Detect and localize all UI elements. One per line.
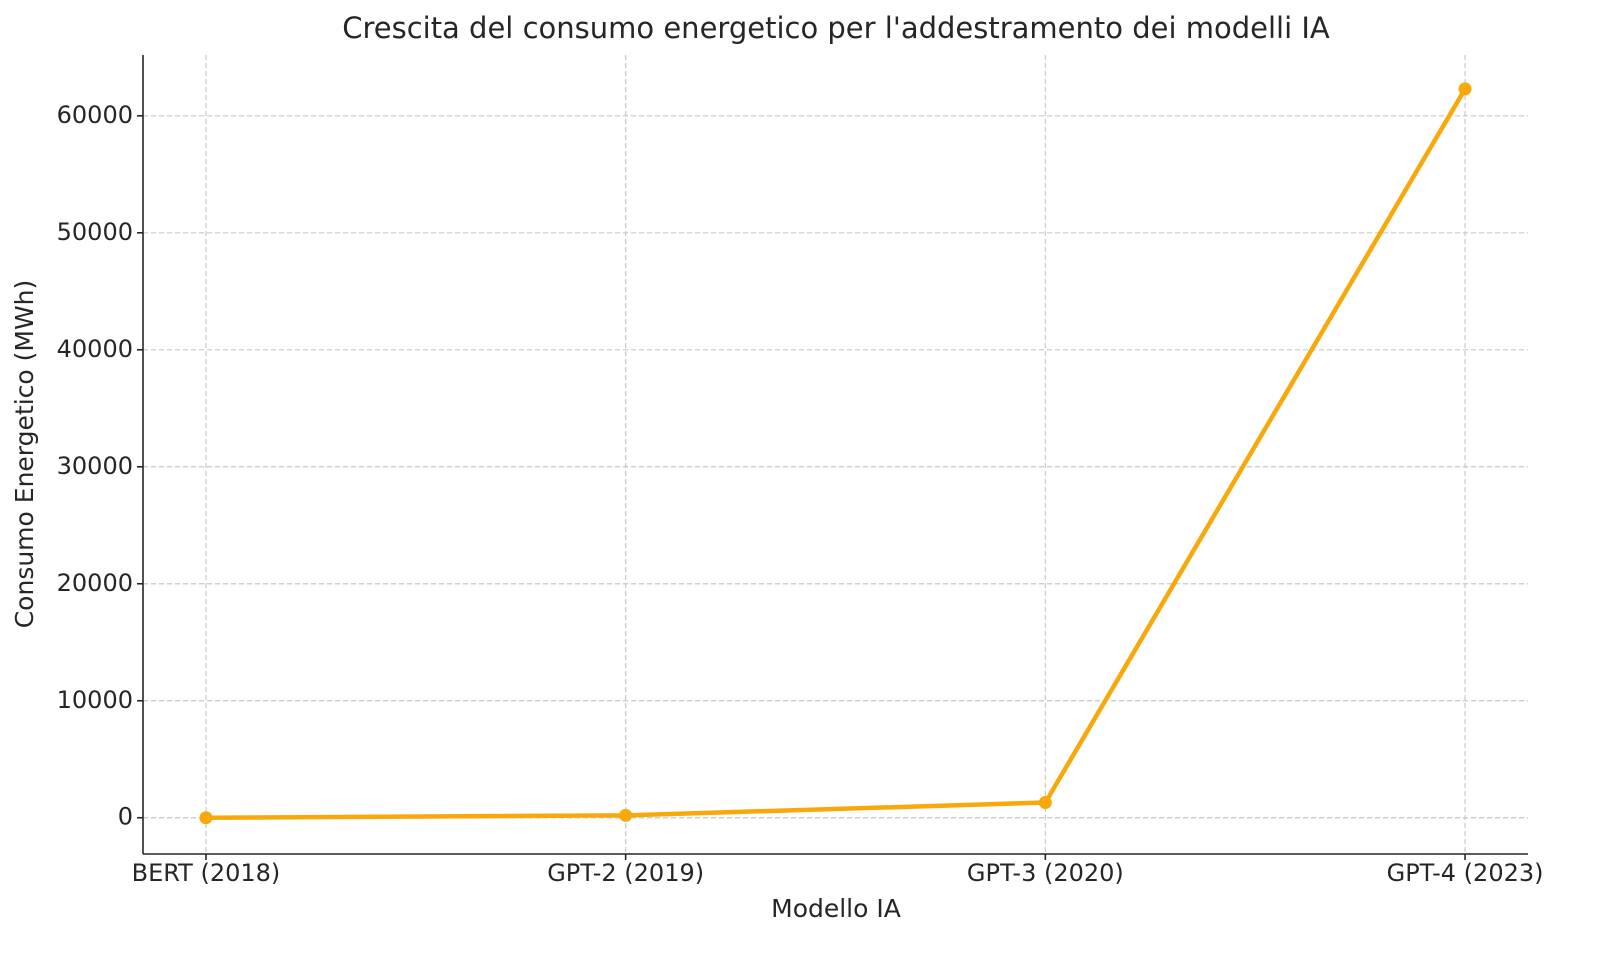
chart-title: Crescita del consumo energetico per l'ad…: [342, 11, 1330, 45]
x-tick-label: GPT-4 (2023): [1387, 859, 1544, 887]
y-tick-label: 10000: [57, 686, 133, 714]
y-tick-label: 30000: [57, 452, 133, 480]
y-tick-label: 20000: [57, 569, 133, 597]
y-tick-label: 0: [118, 803, 133, 831]
x-tick-label: GPT-2 (2019): [547, 859, 704, 887]
x-tick-label: GPT-3 (2020): [967, 859, 1124, 887]
y-tick-label: 50000: [57, 218, 133, 246]
x-axis-label: Modello IA: [771, 894, 901, 923]
y-tick-label: 40000: [57, 335, 133, 363]
data-point: [1038, 796, 1052, 810]
y-axis-label: Consumo Energetico (MWh): [10, 280, 39, 629]
data-point: [199, 811, 213, 825]
x-tick-label: BERT (2018): [132, 859, 281, 887]
data-point: [619, 808, 633, 822]
data-line: [205, 87, 1467, 820]
y-tick-label: 60000: [57, 101, 133, 129]
data-point: [1458, 82, 1472, 96]
